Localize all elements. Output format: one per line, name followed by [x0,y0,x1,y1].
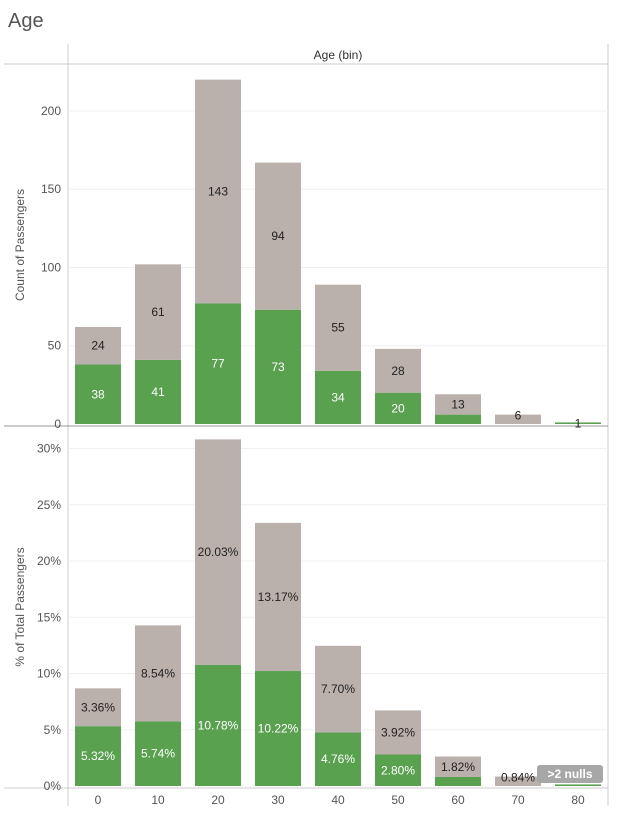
bar-survived [435,777,481,786]
data-label-not-survived: 3.92% [381,725,415,739]
y-tick-label: 0 [54,417,61,431]
bar-survived [195,664,241,786]
bar-survived [195,303,241,424]
bar-not-survived [375,348,421,393]
data-label-not-survived: 1.82% [441,760,475,774]
data-label-not-survived: 143 [208,185,228,199]
bar-survived [135,359,181,424]
x-tick-label: 20 [211,793,225,807]
data-label-not-survived: 13.17% [258,590,299,604]
y-tick-label: 5% [44,723,62,737]
bar-not-survived [315,645,361,733]
x-tick-label: 40 [331,793,345,807]
bar-not-survived [195,79,241,304]
y-tick-label: 50 [48,339,62,353]
bar-survived [555,422,601,424]
data-label-survived: 34 [331,390,345,404]
y-tick-label: 20% [37,554,61,568]
bar-not-survived [495,776,541,786]
bar-survived [135,721,181,786]
data-label-not-survived: 1 [575,416,582,430]
bar-not-survived [135,264,181,360]
bar-not-survived [195,439,241,665]
data-label-survived: 38 [91,387,105,401]
data-label-not-survived: 20.03% [198,545,239,559]
x-tick-label: 10 [151,793,165,807]
data-label-not-survived: 8.54% [141,666,175,680]
x-tick-label: 30 [271,793,285,807]
data-label-survived: 5.74% [141,747,175,761]
bar-not-survived [435,756,481,777]
bar-not-survived [495,414,541,424]
data-label-survived: 10.78% [198,718,239,732]
data-label-survived: 20 [391,401,405,415]
data-label-not-survived: 61 [151,305,165,319]
bar-not-survived [75,688,121,727]
data-label-not-survived: 55 [331,321,345,335]
bar-survived [315,370,361,424]
y-tick-label: 10% [37,667,61,681]
data-label-not-survived: 94 [271,229,285,243]
y-axis-label: Count of Passengers [13,189,27,301]
data-label-not-survived: 0.84% [501,771,535,785]
y-tick-label: 100 [41,260,61,274]
bar-not-survived [135,625,181,722]
null-indicator-text: >2 nulls [547,767,592,781]
x-tick-label: 80 [571,793,585,807]
data-label-survived: 10.22% [258,722,299,736]
data-label-survived: 4.76% [321,752,355,766]
data-label-survived: 41 [151,385,165,399]
y-axis-label: % of Total Passengers [13,547,27,666]
bar-not-survived [255,162,301,310]
bar-survived [555,784,601,786]
x-tick-label: 70 [511,793,525,807]
bar-survived [255,671,301,786]
data-label-survived: 2.80% [381,763,415,777]
data-label-not-survived: 28 [391,364,405,378]
bar-survived [75,364,121,424]
y-tick-label: 150 [41,182,61,196]
x-tick-label: 60 [451,793,465,807]
page-title: Age [8,10,44,32]
data-label-not-survived: 13 [451,397,465,411]
y-tick-label: 200 [41,104,61,118]
data-label-survived: 73 [271,360,285,374]
bar-survived [75,726,121,786]
y-tick-label: 15% [37,610,61,624]
y-tick-label: 0% [44,779,62,793]
bar-survived [435,414,481,424]
bar-not-survived [255,522,301,672]
bar-survived [255,309,301,424]
bar-survived [375,754,421,786]
bar-not-survived [315,284,361,371]
bar-not-survived [75,326,121,365]
data-label-not-survived: 3.36% [81,700,115,714]
x-tick-label: 0 [95,793,102,807]
column-header: Age (bin) [314,48,363,62]
bar-survived [375,392,421,424]
data-label-not-survived: 24 [91,339,105,353]
data-label-survived: 5.32% [81,749,115,763]
y-tick-label: 25% [37,498,61,512]
data-label-not-survived: 7.70% [321,682,355,696]
data-label-survived: 77 [211,357,225,371]
null-indicator-badge [537,765,603,783]
bar-not-survived [435,394,481,415]
x-tick-label: 50 [391,793,405,807]
bar-survived [315,732,361,786]
bar-not-survived [375,710,421,755]
data-label-not-survived: 6 [515,409,522,423]
y-tick-label: 30% [37,442,61,456]
